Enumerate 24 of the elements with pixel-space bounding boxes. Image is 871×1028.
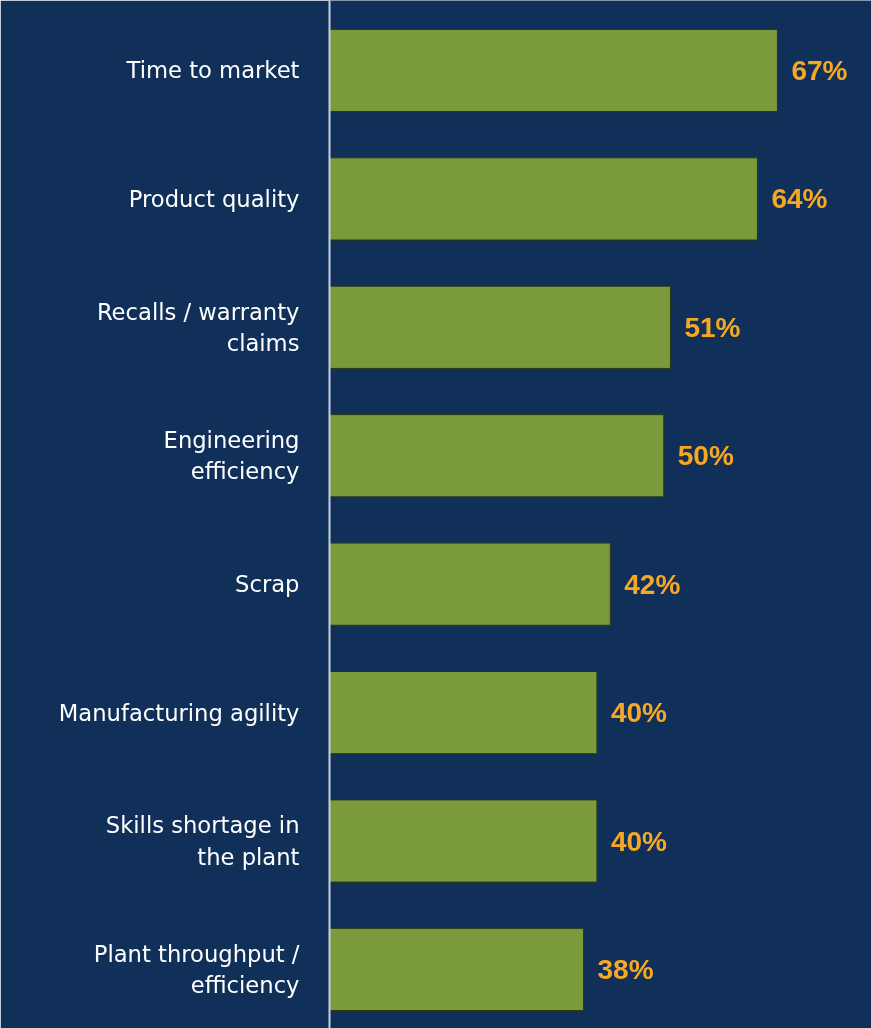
data-label: 42% [624, 568, 681, 600]
data-label: 40% [610, 697, 668, 729]
data-label: 51% [684, 311, 741, 343]
y-tick-label: Manufacturing agility [58, 699, 300, 726]
y-tick-label: Scrap [235, 571, 300, 598]
y-tick-label: Recalls / warranty claims [96, 298, 300, 356]
y-tick-label: Product quality [128, 185, 300, 212]
bar [329, 799, 598, 883]
bar [329, 285, 671, 369]
bar [329, 28, 778, 113]
data-label: 40% [610, 825, 668, 857]
data-label: 67% [791, 54, 848, 86]
bar [329, 927, 585, 1012]
bar [329, 157, 758, 241]
y-tick-label: Skills shortage in the plant [105, 812, 300, 870]
data-label: 50% [677, 440, 734, 472]
bar [329, 542, 611, 626]
y-tick-label: Time to market [125, 57, 300, 84]
data-label: 64% [771, 183, 828, 215]
bar [329, 414, 665, 498]
bar [329, 670, 598, 755]
data-label: 38% [597, 953, 654, 985]
y-tick-label: Plant throughput / efficiency [93, 940, 300, 999]
y-tick-label: Engineering efficiency [163, 427, 300, 485]
